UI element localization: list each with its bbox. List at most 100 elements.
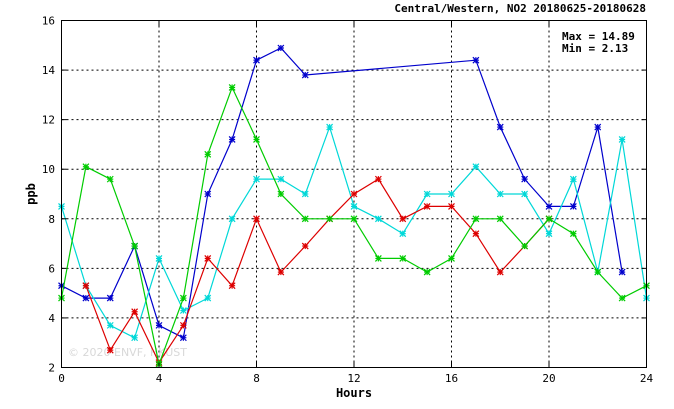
y-tick-label: 8 (48, 213, 55, 226)
y-tick-label: 4 (48, 312, 55, 325)
data-point (277, 175, 285, 183)
data-point (155, 255, 163, 262)
data-point (228, 215, 236, 223)
data-point (496, 190, 504, 198)
series-line (61, 47, 623, 339)
data-point (204, 190, 212, 198)
data-point (521, 175, 529, 183)
data-point (106, 294, 114, 302)
data-point (374, 215, 382, 223)
x-tick-label: 8 (253, 372, 260, 385)
data-point (618, 294, 626, 302)
data-point (179, 321, 187, 329)
data-point (496, 268, 504, 276)
data-point (472, 163, 480, 171)
data-point (374, 175, 382, 183)
data-point (521, 190, 529, 198)
data-point (472, 56, 480, 64)
data-point (253, 56, 260, 64)
data-point (545, 230, 553, 238)
y-tick-label: 16 (42, 15, 55, 28)
data-point (326, 123, 334, 131)
data-point (106, 175, 114, 183)
data-point (399, 255, 407, 262)
data-point (569, 230, 577, 238)
min-label: Min = 2.13 (562, 42, 628, 55)
data-point (448, 202, 455, 210)
x-axis-title: Hours (336, 386, 372, 400)
data-point (228, 136, 236, 143)
data-point (545, 202, 553, 210)
chart-title: Central/Western, NO2 20180625-20180628 (394, 2, 646, 15)
data-point (472, 215, 480, 223)
x-tick-label: 24 (640, 372, 654, 385)
y-tick-label: 12 (42, 114, 55, 127)
data-point (618, 136, 626, 143)
data-point (594, 123, 602, 131)
data-point (277, 268, 285, 276)
watermark: © 2020 ENVF, HKUST (68, 346, 187, 359)
y-axis-title: ppb (24, 183, 38, 205)
x-tick-label: 0 (58, 372, 65, 385)
data-point (448, 190, 455, 198)
data-point (301, 71, 309, 79)
data-point (618, 268, 626, 276)
data-point (521, 242, 529, 250)
data-point (569, 175, 577, 183)
data-point (569, 202, 577, 210)
series-line (85, 178, 550, 364)
data-point (82, 294, 90, 302)
data-point (228, 282, 236, 290)
x-tick-label: 16 (445, 372, 458, 385)
data-point (350, 190, 358, 198)
data-point (301, 215, 309, 223)
x-tick-label: 4 (156, 372, 163, 385)
data-point (228, 83, 236, 91)
data-point (399, 215, 407, 223)
data-point (82, 282, 90, 290)
y-tick-label: 6 (48, 262, 55, 275)
data-point (545, 215, 553, 223)
data-point (179, 334, 187, 342)
data-point (204, 255, 212, 262)
max-label: Max = 14.89 (562, 30, 635, 43)
data-point (350, 215, 358, 223)
data-point (448, 255, 455, 262)
data-point (131, 308, 139, 316)
data-point (277, 190, 285, 198)
data-point (253, 136, 260, 143)
data-point (179, 307, 187, 314)
data-point (131, 242, 139, 250)
data-point (179, 294, 187, 302)
data-point (253, 215, 260, 223)
data-point (496, 215, 504, 223)
series-1 (58, 44, 626, 342)
y-tick-label: 10 (42, 163, 55, 176)
data-point (423, 268, 431, 276)
data-point (423, 190, 431, 198)
y-tick-label: 14 (42, 64, 56, 77)
x-tick-labels: 0 4 8 12 16 20 24 (58, 372, 653, 385)
data-point (350, 202, 358, 210)
axis-ticks (61, 20, 647, 368)
data-point (106, 346, 114, 354)
data-point (253, 175, 260, 183)
data-point (277, 44, 285, 52)
data-point (399, 230, 407, 238)
data-point (155, 321, 163, 329)
y-tick-labels: 2 4 6 8 10 12 14 16 (42, 15, 56, 375)
data-point (594, 268, 602, 276)
data-point (204, 150, 212, 158)
data-point (496, 123, 504, 131)
series-layer (58, 44, 650, 368)
x-tick-label: 20 (542, 372, 555, 385)
data-point (204, 294, 212, 302)
data-point (131, 334, 139, 342)
x-tick-label: 12 (347, 372, 360, 385)
data-point (82, 163, 90, 171)
data-point (423, 202, 431, 210)
data-point (326, 215, 334, 223)
data-point (472, 230, 480, 238)
data-point (106, 321, 114, 329)
